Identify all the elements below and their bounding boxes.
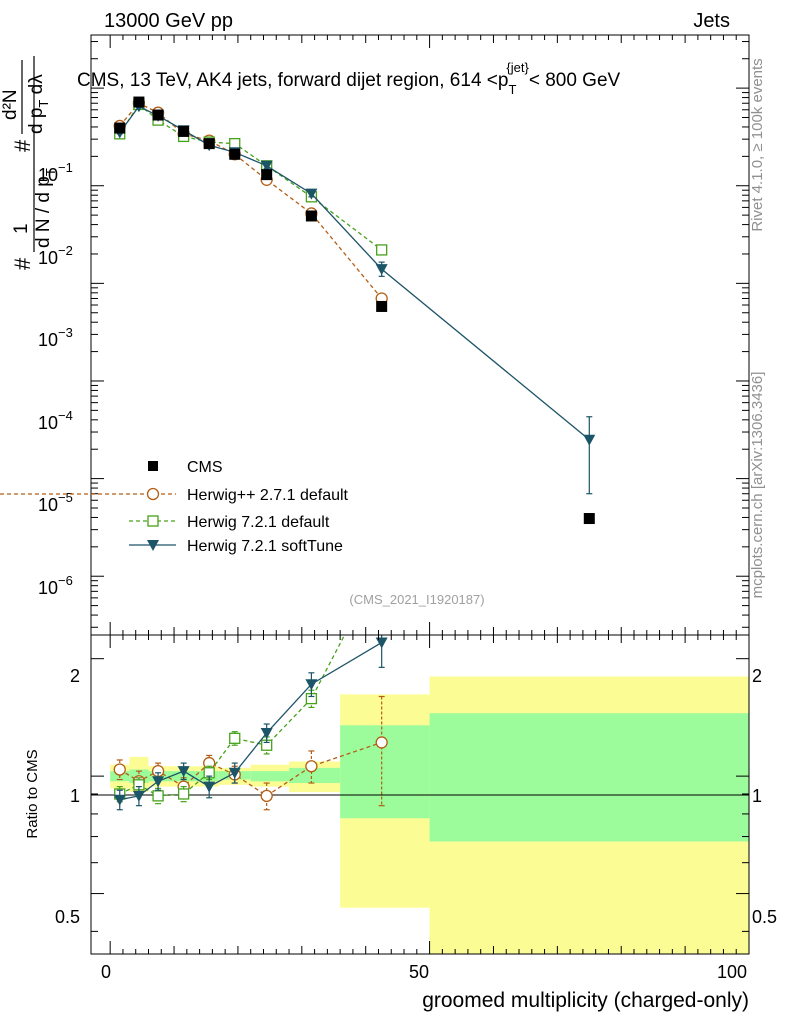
data-point-cms — [152, 109, 164, 121]
ytick-label-5: 10−5 — [38, 490, 73, 515]
main-y-axis-title: # 1 d N / d pT # d²N d pT dλ — [0, 56, 58, 270]
ratio-point-herwig-7-2-1-softtune — [375, 637, 388, 649]
ytick-label-1: 10−1 — [38, 160, 73, 185]
ratio-point-herwig-7-2-1-softtune — [228, 767, 241, 779]
legend-label-herwig7-default: Herwig 7.2.1 default — [187, 514, 330, 531]
legend-label-cms: CMS — [187, 459, 223, 476]
analysis-id-label: (CMS_2021_I1920187) — [349, 592, 484, 607]
svg-text:d²N: d²N — [0, 89, 21, 120]
ytick-label-2: 10−2 — [38, 243, 73, 268]
svg-text:d N / d pT: d N / d pT — [33, 168, 58, 248]
ratio-band-inner — [250, 771, 290, 782]
data-point-cms — [114, 122, 126, 134]
ratio-point-herwig-7-2-1-default — [177, 788, 190, 800]
data-point-herwig-7-2-1-softtune — [375, 264, 388, 276]
x-axis-title: groomed multiplicity (charged-only) — [422, 989, 749, 1012]
legend: CMS Herwig++ 2.7.1 default Herwig 7.2.1 … — [0, 459, 349, 555]
ratio-point-herwig-7-2-1-default — [377, 559, 387, 569]
ratio-ytick-left-2: 2 — [70, 666, 80, 686]
ratio-plot: 2 1 0.5 2 1 0.5 0 50 100 Ratio to CMS gr… — [24, 559, 777, 1012]
data-point-herwig-7-2-1-default — [229, 137, 241, 150]
data-point-herwig-7-2-1-softtune — [260, 160, 273, 172]
svg-text:1: 1 — [11, 223, 32, 234]
data-point-cms — [203, 138, 215, 150]
data-point-herwig-7-2-1-softtune — [305, 188, 318, 200]
data-point-herwig-7-2-1-softtune — [583, 434, 596, 446]
ratio-point-herwig-2-7-1-default — [305, 760, 318, 773]
ratio-point-herwig-2-7-1-default — [113, 763, 126, 776]
main-series-layer — [113, 96, 596, 525]
ratio-point-herwig-7-2-1-softtune — [177, 766, 190, 778]
ratio-plot-frame — [90, 634, 750, 955]
data-point-cms — [583, 513, 595, 525]
ratio-point-herwig-7-2-1-softtune — [260, 727, 273, 739]
legend-label-herwigpp: Herwig++ 2.7.1 default — [187, 487, 349, 504]
legend-marker-herwig7-softtune — [147, 540, 159, 551]
ratio-ytick-left-05: 0.5 — [55, 907, 80, 927]
ratio-point-herwig-7-2-1-softtune — [113, 794, 126, 806]
ratio-point-herwig-2-7-1-default — [375, 736, 388, 749]
header-right-label: Jets — [693, 10, 730, 32]
ratio-ytick-right-05: 0.5 — [752, 907, 777, 927]
legend-marker-herwigpp — [146, 487, 160, 501]
ytick-label-3: 10−3 — [38, 325, 73, 350]
main-chart-title: CMS, 13 TeV, AK4 jets, forward dijet reg… — [77, 60, 621, 97]
legend-marker-cms — [148, 461, 158, 471]
data-point-herwig-7-2-1-default — [376, 244, 388, 256]
ratio-point-herwig-2-7-1-default — [260, 789, 273, 803]
ratio-uncertainty-bands — [110, 676, 749, 954]
ratio-y-axis-title: Ratio to CMS — [24, 749, 41, 838]
ratio-band-inner — [289, 767, 341, 784]
data-point-cms — [133, 96, 145, 108]
ratio-axis-ticks — [91, 635, 750, 954]
series-line-herwig-7-2-1-softtune — [119, 105, 590, 441]
data-point-cms — [229, 148, 241, 160]
series-line-herwig-7-2-1-default — [119, 103, 383, 251]
ratio-xtick-50: 50 — [409, 962, 429, 982]
data-point-cms — [305, 210, 317, 222]
ratio-point-herwig-7-2-1-default — [152, 790, 164, 802]
ratio-band-inner — [429, 713, 749, 842]
data-point-cms — [261, 169, 273, 181]
ytick-label-6: 10−6 — [38, 573, 73, 598]
svg-text:#: # — [10, 139, 35, 152]
ratio-series-layer — [113, 559, 388, 811]
main-plot: 10−1 10−2 10−3 10−4 10−5 10−6 CMS, 13 Te… — [0, 34, 750, 636]
header-left-label: 13000 GeV pp — [104, 10, 233, 32]
ratio-point-herwig-7-2-1-softtune — [305, 679, 318, 691]
ratio-point-herwig-7-2-1-softtune — [152, 776, 165, 788]
ratio-ytick-right-1: 1 — [752, 786, 762, 806]
ratio-ytick-right-2: 2 — [752, 666, 762, 686]
svg-text:d pT dλ: d pT dλ — [26, 74, 51, 134]
legend-marker-herwig7-default — [147, 515, 159, 527]
ratio-ytick-left-1: 1 — [70, 786, 80, 806]
ratio-point-herwig-7-2-1-softtune — [203, 781, 216, 793]
rivet-version-label: Rivet 4.1.0, ≥ 100k events — [749, 58, 766, 231]
legend-label-herwig7-softtune: Herwig 7.2.1 softTune — [187, 538, 343, 555]
ratio-xtick-100: 100 — [717, 962, 747, 982]
series-line-herwig-2-7-1-default — [119, 102, 383, 299]
data-point-cms — [376, 300, 388, 312]
ratio-point-herwig-7-2-1-softtune — [132, 790, 145, 802]
main-axis-ticks — [91, 35, 750, 635]
ytick-label-4: 10−4 — [38, 408, 73, 433]
ratio-line-herwig-7-2-1-default — [119, 635, 346, 797]
ratio-xtick-0: 0 — [101, 962, 111, 982]
ratio-point-herwig-7-2-1-default — [229, 732, 241, 744]
main-y-tick-labels: 10−1 10−2 10−3 10−4 10−5 10−6 — [38, 160, 73, 598]
data-point-cms — [178, 125, 190, 137]
mcplots-label: mcplots.cern.ch [arXiv:1306.3436] — [749, 372, 766, 599]
svg-text:#: # — [10, 257, 35, 270]
